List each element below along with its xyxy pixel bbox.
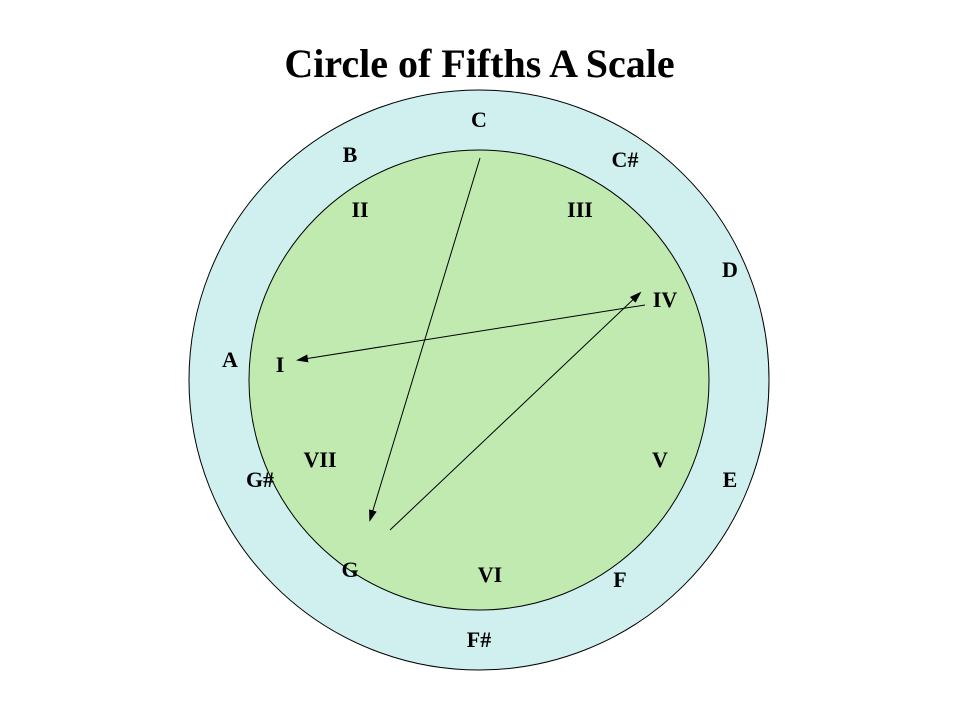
outer-note-B: B	[343, 142, 358, 168]
degree-VII: VII	[303, 447, 336, 473]
stage: Circle of Fifths A Scale CBC#ADG#EGFF#II…	[0, 0, 959, 719]
outer-note-Csharp: C#	[612, 147, 639, 173]
degree-III: III	[567, 197, 593, 223]
outer-note-C: C	[471, 107, 487, 133]
degree-I: I	[276, 352, 285, 378]
outer-note-F: F	[613, 567, 626, 593]
outer-note-E: E	[723, 467, 738, 493]
outer-note-D: D	[722, 257, 738, 283]
outer-note-G: G	[341, 557, 358, 583]
degree-II: II	[351, 197, 368, 223]
outer-note-Fsharp: F#	[467, 627, 491, 653]
outer-note-A: A	[222, 347, 238, 373]
degree-V: V	[652, 447, 668, 473]
degree-VI: VI	[478, 562, 502, 588]
outer-note-Gsharp: G#	[246, 467, 274, 493]
degree-IV: IV	[653, 287, 677, 313]
